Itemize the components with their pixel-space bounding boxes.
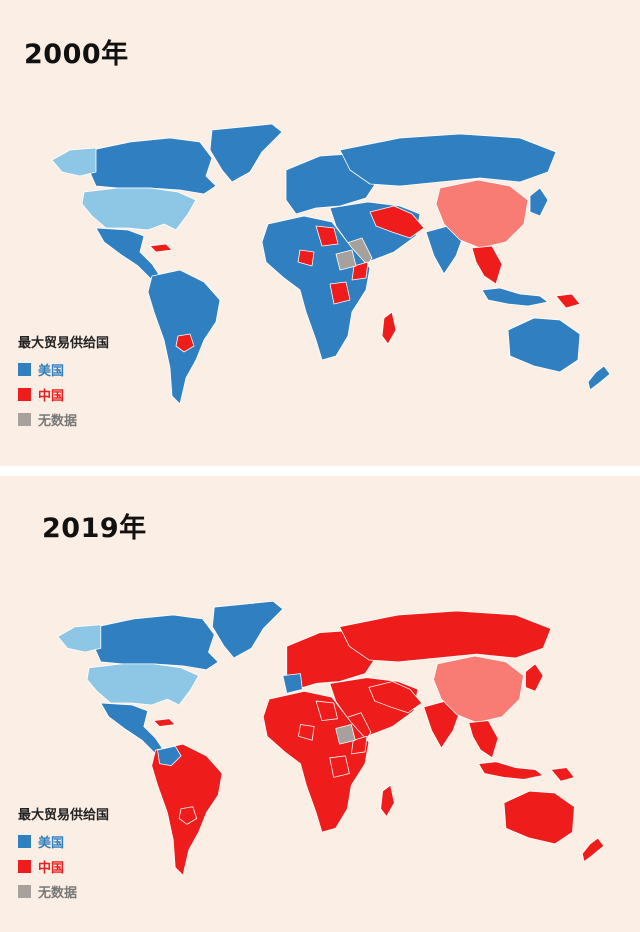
map-panel-2019: 2019年 [0,476,640,932]
legend-title: 最大贸易供给国 [18,336,110,351]
region-usa_mainland [86,663,200,706]
legend-label: 中国 [38,389,65,404]
legend-item-no-data: 无数据 [18,407,109,432]
legend-swatch [18,885,31,898]
region-southeast_asia [471,245,503,285]
legend-swatch [18,835,31,848]
region-africa_china_spots [351,261,369,281]
legend-label: 无数据 [38,414,78,429]
region-russia [339,610,552,663]
region-alaska [57,624,102,653]
legend-title: 最大贸易供给国 [18,808,110,823]
year-title: 2019年 [42,513,147,544]
region-north_america [92,614,219,671]
region-russia [339,133,557,187]
region-japan_korea [525,663,544,692]
legend-swatch [18,413,31,426]
legend-label: 无数据 [38,886,78,901]
legend-swatch [18,363,31,376]
region-africa_china_spots [298,724,315,741]
legend: 最大贸易供给国 美国 中国 无数据 [18,804,109,904]
legend-item-usa: 美国 [18,829,109,854]
world-map [57,600,605,876]
region-indonesia [478,761,544,780]
region-madagascar [381,311,397,345]
region-iran_region [368,681,423,714]
region-cuba [149,243,173,253]
region-africa_china_spots [315,225,339,247]
region-japan_korea [529,187,549,217]
region-iran_region [369,205,425,239]
region-africa_nodata [335,249,357,271]
region-colombia_region [157,745,182,767]
legend-swatch [18,860,31,873]
region-australia [507,317,581,373]
region-usa_mainland [81,187,197,231]
region-indonesia [481,287,549,307]
region-paraguay [175,333,195,353]
legend-item-china: 中国 [18,382,109,407]
legend-label: 美国 [38,364,65,379]
world-map [51,123,611,405]
region-new_zealand [587,365,611,391]
year-title: 2000年 [24,39,129,70]
region-iberia [282,673,303,694]
legend-item-usa: 美国 [18,357,109,382]
region-australia [503,790,575,845]
region-new_zealand [581,837,605,862]
region-png [555,293,581,309]
region-canada_greenland [209,123,283,183]
region-africa_china_spots [297,249,315,267]
legend-label: 中国 [38,861,65,876]
region-png [550,767,575,782]
legend-swatch [18,388,31,401]
region-africa_china_spots [329,755,350,778]
legend-item-no-data: 无数据 [18,879,109,904]
map-panel-2000: 2000年 [0,0,640,466]
region-china [433,655,524,723]
legend-label: 美国 [38,836,65,851]
region-alaska [51,147,97,177]
region-central_america [100,702,164,755]
legend-item-china: 中国 [18,854,109,879]
region-africa_nodata [335,724,356,745]
region-china [435,179,529,249]
region-canada_greenland [211,600,284,659]
region-africa_china_spots [329,281,351,305]
region-paraguay [178,806,198,825]
region-africa_china_spots [315,700,339,722]
region-africa_china_spots [350,735,368,755]
region-central_america [95,227,161,281]
region-north_america [87,137,217,195]
region-madagascar [380,784,395,817]
legend: 最大贸易供给国 美国 中国 无数据 [18,332,109,432]
region-cuba [153,718,176,727]
region-southeast_asia [468,720,499,759]
